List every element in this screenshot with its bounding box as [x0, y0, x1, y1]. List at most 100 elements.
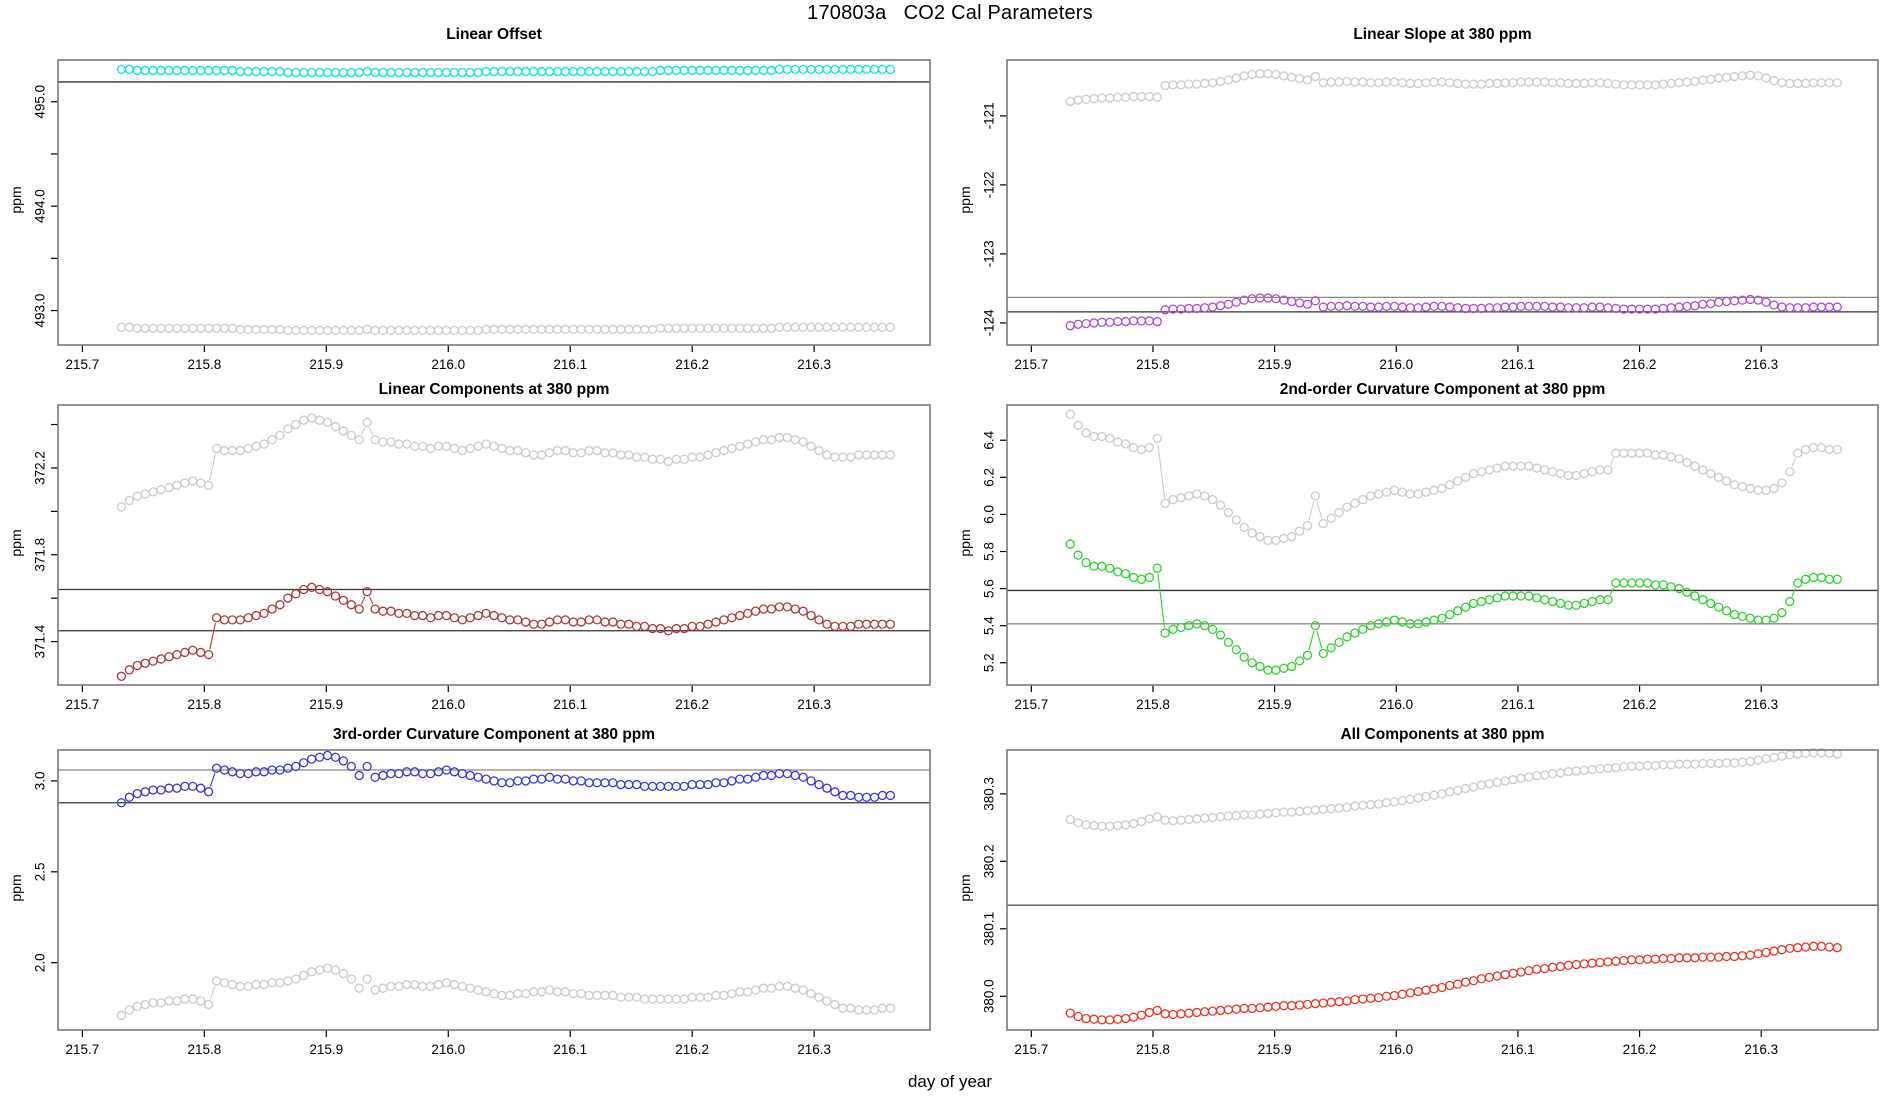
data-point — [1532, 964, 1542, 974]
x-tick-label: 215.9 — [1258, 697, 1292, 712]
data-point — [1729, 951, 1740, 962]
data-point — [1634, 448, 1645, 458]
data-point — [743, 323, 753, 333]
data-point — [1532, 593, 1542, 603]
data-point — [1642, 760, 1653, 771]
data-point — [418, 768, 428, 779]
data-point — [410, 979, 420, 990]
y-tick-label: -124 — [982, 309, 997, 337]
data-point — [1468, 782, 1479, 792]
data-point — [1785, 78, 1795, 89]
data-point — [766, 65, 777, 76]
data-point — [211, 443, 222, 454]
data-point — [188, 65, 198, 76]
data-point — [140, 323, 150, 333]
panel-1: 215.7 215.8 215.9 216.0 216.1 216.2 216.3 493.0… — [33, 59, 931, 372]
data-point — [743, 439, 753, 449]
data-point — [164, 996, 174, 1006]
data-point — [1547, 78, 1558, 88]
y-tick-label: 2.5 — [33, 862, 48, 881]
data-point — [148, 487, 158, 497]
data-point — [473, 441, 483, 451]
data-point — [1674, 78, 1684, 88]
data-point — [1682, 457, 1692, 468]
data-point — [703, 65, 713, 76]
data-point — [1524, 965, 1534, 976]
data-point — [1223, 75, 1234, 85]
data-point — [1832, 78, 1842, 88]
x-tick-label: 216.3 — [1744, 1042, 1778, 1057]
data-point — [1255, 809, 1265, 819]
data-point — [528, 450, 539, 460]
data-point — [1144, 91, 1154, 102]
data-point — [307, 325, 317, 336]
data-point — [124, 1005, 134, 1015]
data-point — [433, 979, 444, 990]
data-point — [1453, 785, 1463, 796]
data-point — [1342, 632, 1352, 642]
data-point — [172, 323, 182, 333]
data-point — [267, 435, 277, 445]
data-point — [418, 610, 428, 621]
data-point — [1777, 751, 1787, 761]
data-point — [1113, 316, 1123, 327]
data-point — [1729, 758, 1740, 768]
data-point — [1761, 485, 1771, 495]
data-point — [1065, 814, 1075, 825]
data-point — [1192, 814, 1202, 824]
data-point — [885, 619, 896, 629]
data-point — [877, 619, 888, 629]
data-point — [1540, 963, 1550, 974]
y-tick-label: 3.0 — [33, 772, 48, 791]
data-point — [1468, 79, 1479, 89]
data-point — [576, 988, 586, 999]
data-point — [1587, 302, 1597, 312]
data-point — [1603, 595, 1613, 605]
data-point — [1113, 437, 1123, 447]
data-point — [1532, 301, 1542, 312]
data-point — [1255, 293, 1265, 303]
data-point — [473, 325, 483, 336]
data-point — [869, 619, 880, 629]
data-point — [1081, 1013, 1091, 1024]
data-point — [806, 988, 816, 999]
data-point — [861, 450, 872, 460]
data-point — [1579, 303, 1589, 313]
data-point — [1247, 528, 1257, 538]
data-point — [1729, 480, 1740, 490]
data-point — [1690, 76, 1700, 87]
data-point — [425, 613, 436, 623]
data-point — [330, 591, 341, 601]
data-point — [806, 776, 816, 786]
data-point — [1113, 820, 1123, 831]
data-point — [267, 604, 277, 614]
data-point — [1721, 296, 1732, 307]
data-point — [1128, 1012, 1139, 1022]
data-point — [1476, 974, 1487, 984]
data-point — [1611, 956, 1621, 966]
data-point — [679, 454, 689, 464]
data-point — [869, 450, 880, 460]
data-point — [148, 785, 158, 795]
data-point — [584, 990, 594, 1001]
data-point — [1445, 787, 1455, 797]
data-point — [1192, 303, 1202, 314]
data-point — [116, 502, 127, 512]
data-point — [378, 606, 388, 616]
panel-3: 215.7 215.8 215.9 216.0 216.1 216.2 216.3 371.4… — [33, 404, 931, 712]
data-point — [410, 767, 420, 777]
data-point — [766, 983, 777, 993]
data-point — [663, 456, 674, 467]
data-point — [386, 981, 396, 992]
data-point — [180, 323, 190, 333]
data-point — [544, 772, 555, 782]
data-point — [1215, 1005, 1226, 1016]
data-point — [1326, 77, 1336, 87]
data-point — [164, 652, 174, 662]
data-point — [1342, 996, 1352, 1006]
data-point — [552, 66, 563, 77]
data-point — [132, 65, 142, 76]
data-point — [354, 983, 364, 993]
data-point — [1698, 75, 1708, 85]
data-point — [346, 761, 356, 772]
